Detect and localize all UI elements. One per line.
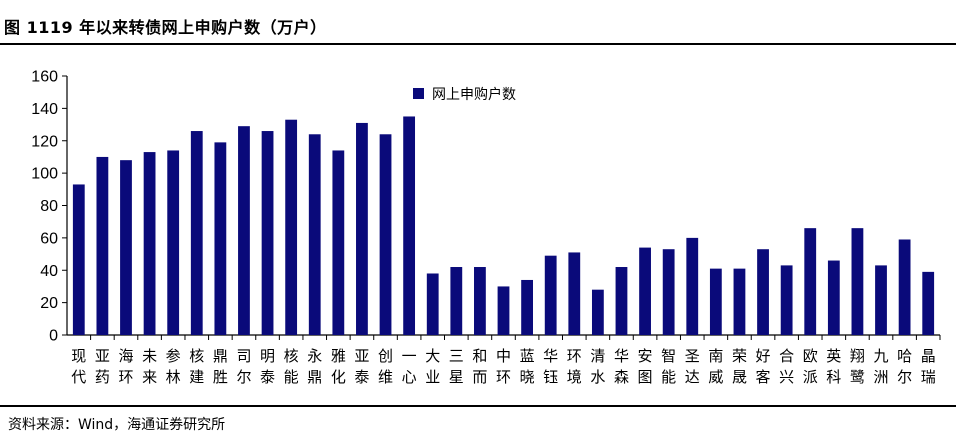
category-label: 圣达 <box>685 347 700 386</box>
category-label: 清水 <box>590 347 605 386</box>
category-label: 现代 <box>71 347 86 386</box>
bar <box>426 273 439 335</box>
bar <box>120 160 132 335</box>
bar <box>662 249 675 335</box>
bar <box>214 142 227 335</box>
bar <box>709 268 722 335</box>
category-label: 未来 <box>142 347 157 386</box>
category-label: 蓝晓 <box>520 347 535 386</box>
y-tick-label: 60 <box>40 230 58 247</box>
category-label: 翔鹭 <box>850 347 865 386</box>
category-label: 参林 <box>166 347 181 386</box>
category-label: 哈尔 <box>897 347 912 386</box>
legend: 网上申购户数 <box>413 86 516 103</box>
y-tick-label: 80 <box>40 198 58 215</box>
bar <box>851 228 864 335</box>
bottom-rule <box>0 405 956 407</box>
category-label: 一心 <box>402 347 417 386</box>
bar <box>379 134 392 335</box>
bar <box>780 265 793 335</box>
bar-chart: 0 20 40 60 80 100 120 140 160 现代亚药海环未来参林核建鼎胜司尔明泰核… <box>31 69 941 386</box>
bar <box>356 122 368 335</box>
bar <box>615 267 628 335</box>
category-label: 核能 <box>284 347 299 386</box>
bar <box>521 279 533 335</box>
category-label: 雅化 <box>331 347 346 386</box>
source-note: 资料来源：Wind，海通证券研究所 <box>8 417 226 433</box>
y-tick-label: 120 <box>31 133 58 150</box>
category-label: 欧派 <box>803 347 818 386</box>
category-label: 安图 <box>638 347 653 386</box>
bar <box>474 267 486 335</box>
y-tick-label: 100 <box>31 166 58 183</box>
category-label: 核建 <box>189 347 204 386</box>
y-tick-label: 40 <box>40 263 58 280</box>
figure-title: 图 1119 年以来转债网上申购户数（万户） <box>4 18 327 37</box>
bar <box>922 271 935 335</box>
bar <box>639 247 651 335</box>
bar <box>167 150 180 335</box>
bar <box>143 152 156 335</box>
category-label: 司尔 <box>236 347 251 386</box>
category-label: 创维 <box>378 347 393 386</box>
bar <box>827 260 840 335</box>
bar <box>686 237 699 336</box>
bar <box>190 131 203 335</box>
legend-swatch <box>413 88 424 99</box>
category-label: 华森 <box>614 347 629 386</box>
category-label: 三星 <box>449 347 464 386</box>
category-label: 合兴 <box>779 347 794 386</box>
bar <box>757 249 769 335</box>
legend-label: 网上申购户数 <box>432 86 516 103</box>
bar <box>403 116 416 335</box>
category-label: 晶瑞 <box>921 347 936 386</box>
category-label: 好客 <box>756 347 771 386</box>
category-label: 明泰 <box>260 347 275 386</box>
header: 图 1119 年以来转债网上申购户数（万户） <box>0 0 956 44</box>
y-tick-label: 20 <box>40 295 58 312</box>
bar <box>497 286 510 335</box>
bar <box>733 268 746 335</box>
category-label: 和而 <box>472 347 487 386</box>
category-label: 南威 <box>708 347 723 386</box>
bar <box>96 156 109 335</box>
category-label: 亚药 <box>95 347 110 386</box>
category-label: 大业 <box>425 347 440 386</box>
category-label: 荣晟 <box>732 347 747 386</box>
bar <box>72 184 85 335</box>
bar <box>285 119 298 336</box>
bar <box>804 228 817 335</box>
category-label: 鼎胜 <box>213 347 228 386</box>
bar <box>238 126 250 336</box>
y-tick-label: 140 <box>31 101 58 118</box>
category-label: 永鼎 <box>307 347 322 386</box>
bar <box>875 265 887 335</box>
bar <box>568 252 581 335</box>
bar <box>308 134 321 335</box>
bar <box>544 255 557 335</box>
top-rule <box>0 43 956 45</box>
bar <box>591 289 604 335</box>
category-label: 九洲 <box>874 347 889 386</box>
bar <box>450 267 463 335</box>
category-label: 华钰 <box>543 347 558 386</box>
category-label: 海环 <box>118 347 133 386</box>
category-label: 亚泰 <box>354 347 369 386</box>
category-label: 智能 <box>661 347 676 386</box>
category-label: 英科 <box>826 347 841 386</box>
bar <box>261 131 274 335</box>
bar <box>332 150 345 335</box>
bar <box>898 239 911 335</box>
category-label: 环境 <box>567 347 582 386</box>
category-label: 中环 <box>496 347 511 386</box>
y-tick-label: 0 <box>49 328 58 345</box>
y-tick-label: 160 <box>31 69 58 86</box>
